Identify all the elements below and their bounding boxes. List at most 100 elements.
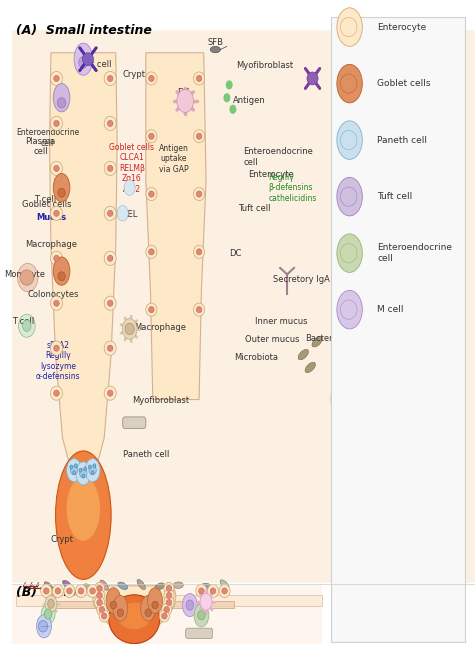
Ellipse shape (161, 604, 172, 615)
Ellipse shape (113, 595, 128, 621)
Ellipse shape (146, 188, 157, 201)
Ellipse shape (337, 290, 362, 329)
Text: Microbiota: Microbiota (366, 108, 410, 117)
Ellipse shape (164, 582, 174, 595)
Ellipse shape (208, 584, 218, 597)
Ellipse shape (398, 506, 407, 519)
Ellipse shape (194, 72, 205, 85)
Ellipse shape (117, 206, 128, 221)
Ellipse shape (149, 306, 154, 313)
Ellipse shape (104, 251, 116, 265)
Ellipse shape (79, 57, 88, 68)
Text: Enteroendocrine
cell: Enteroendocrine cell (243, 147, 313, 166)
Ellipse shape (146, 303, 157, 316)
Text: DC: DC (395, 436, 407, 445)
Ellipse shape (340, 17, 357, 37)
Ellipse shape (108, 300, 113, 306)
Ellipse shape (340, 244, 357, 263)
Text: Antigen: Antigen (233, 97, 266, 105)
Ellipse shape (118, 602, 151, 630)
Ellipse shape (340, 74, 357, 94)
Ellipse shape (50, 296, 62, 310)
Ellipse shape (194, 245, 205, 259)
Ellipse shape (194, 188, 205, 201)
Ellipse shape (67, 477, 100, 541)
Ellipse shape (106, 588, 121, 613)
Text: Myofibroblast: Myofibroblast (236, 61, 293, 70)
Ellipse shape (164, 590, 174, 601)
Ellipse shape (70, 465, 73, 469)
Ellipse shape (99, 610, 109, 622)
Ellipse shape (340, 300, 357, 319)
Ellipse shape (109, 595, 160, 644)
Text: Outer mucus: Outer mucus (246, 335, 300, 344)
Ellipse shape (337, 234, 362, 272)
Ellipse shape (101, 613, 107, 619)
Text: Tuft cell: Tuft cell (377, 192, 413, 201)
Text: Secretory IgA: Secretory IgA (273, 275, 330, 284)
Ellipse shape (104, 386, 116, 401)
Ellipse shape (337, 121, 362, 159)
Ellipse shape (357, 99, 370, 109)
Ellipse shape (196, 584, 207, 597)
Text: Plasma
cell: Plasma cell (26, 137, 56, 156)
Ellipse shape (54, 210, 59, 217)
Ellipse shape (58, 272, 65, 281)
Ellipse shape (44, 582, 53, 591)
Ellipse shape (337, 177, 362, 216)
Ellipse shape (110, 601, 117, 609)
FancyBboxPatch shape (11, 30, 475, 582)
Ellipse shape (108, 390, 113, 396)
Ellipse shape (340, 187, 357, 206)
Ellipse shape (67, 459, 81, 482)
Text: (A)  Small intestine: (A) Small intestine (16, 24, 152, 37)
Ellipse shape (79, 468, 82, 472)
Ellipse shape (400, 357, 415, 378)
Ellipse shape (220, 580, 229, 589)
Ellipse shape (20, 270, 34, 285)
Ellipse shape (337, 64, 362, 103)
Ellipse shape (219, 584, 230, 597)
Ellipse shape (54, 165, 59, 172)
Ellipse shape (312, 337, 322, 347)
Ellipse shape (81, 582, 90, 591)
Text: T cell: T cell (34, 195, 56, 204)
Ellipse shape (89, 465, 91, 469)
Text: M cell: M cell (377, 305, 404, 314)
Text: IEL: IEL (125, 210, 138, 219)
Ellipse shape (54, 345, 59, 352)
Ellipse shape (196, 306, 202, 313)
Text: Tuft cell: Tuft cell (238, 204, 271, 213)
Ellipse shape (45, 595, 57, 612)
Ellipse shape (196, 191, 202, 197)
Ellipse shape (368, 502, 385, 522)
Ellipse shape (73, 471, 76, 475)
Ellipse shape (136, 581, 146, 588)
Ellipse shape (196, 249, 202, 255)
Ellipse shape (41, 584, 52, 597)
Ellipse shape (62, 580, 72, 589)
Text: Enterocyte: Enterocyte (377, 23, 426, 32)
Ellipse shape (50, 161, 62, 175)
Ellipse shape (210, 588, 216, 594)
Ellipse shape (99, 606, 105, 613)
Ellipse shape (196, 75, 202, 81)
Ellipse shape (298, 350, 308, 360)
Ellipse shape (108, 121, 113, 126)
Ellipse shape (340, 130, 357, 150)
Text: Crypt: Crypt (123, 70, 146, 79)
Ellipse shape (104, 116, 116, 130)
Ellipse shape (182, 593, 197, 617)
Ellipse shape (166, 592, 172, 599)
Ellipse shape (198, 588, 204, 594)
Ellipse shape (54, 390, 59, 396)
Ellipse shape (50, 72, 62, 86)
FancyBboxPatch shape (11, 30, 475, 582)
Text: (B)  Colon: (B) Colon (16, 586, 85, 599)
Text: Enterocyte: Enterocyte (248, 170, 294, 179)
Ellipse shape (149, 133, 154, 139)
Ellipse shape (54, 255, 59, 261)
Text: Colonocytes: Colonocytes (28, 290, 79, 299)
Ellipse shape (146, 245, 157, 259)
Ellipse shape (75, 464, 77, 468)
